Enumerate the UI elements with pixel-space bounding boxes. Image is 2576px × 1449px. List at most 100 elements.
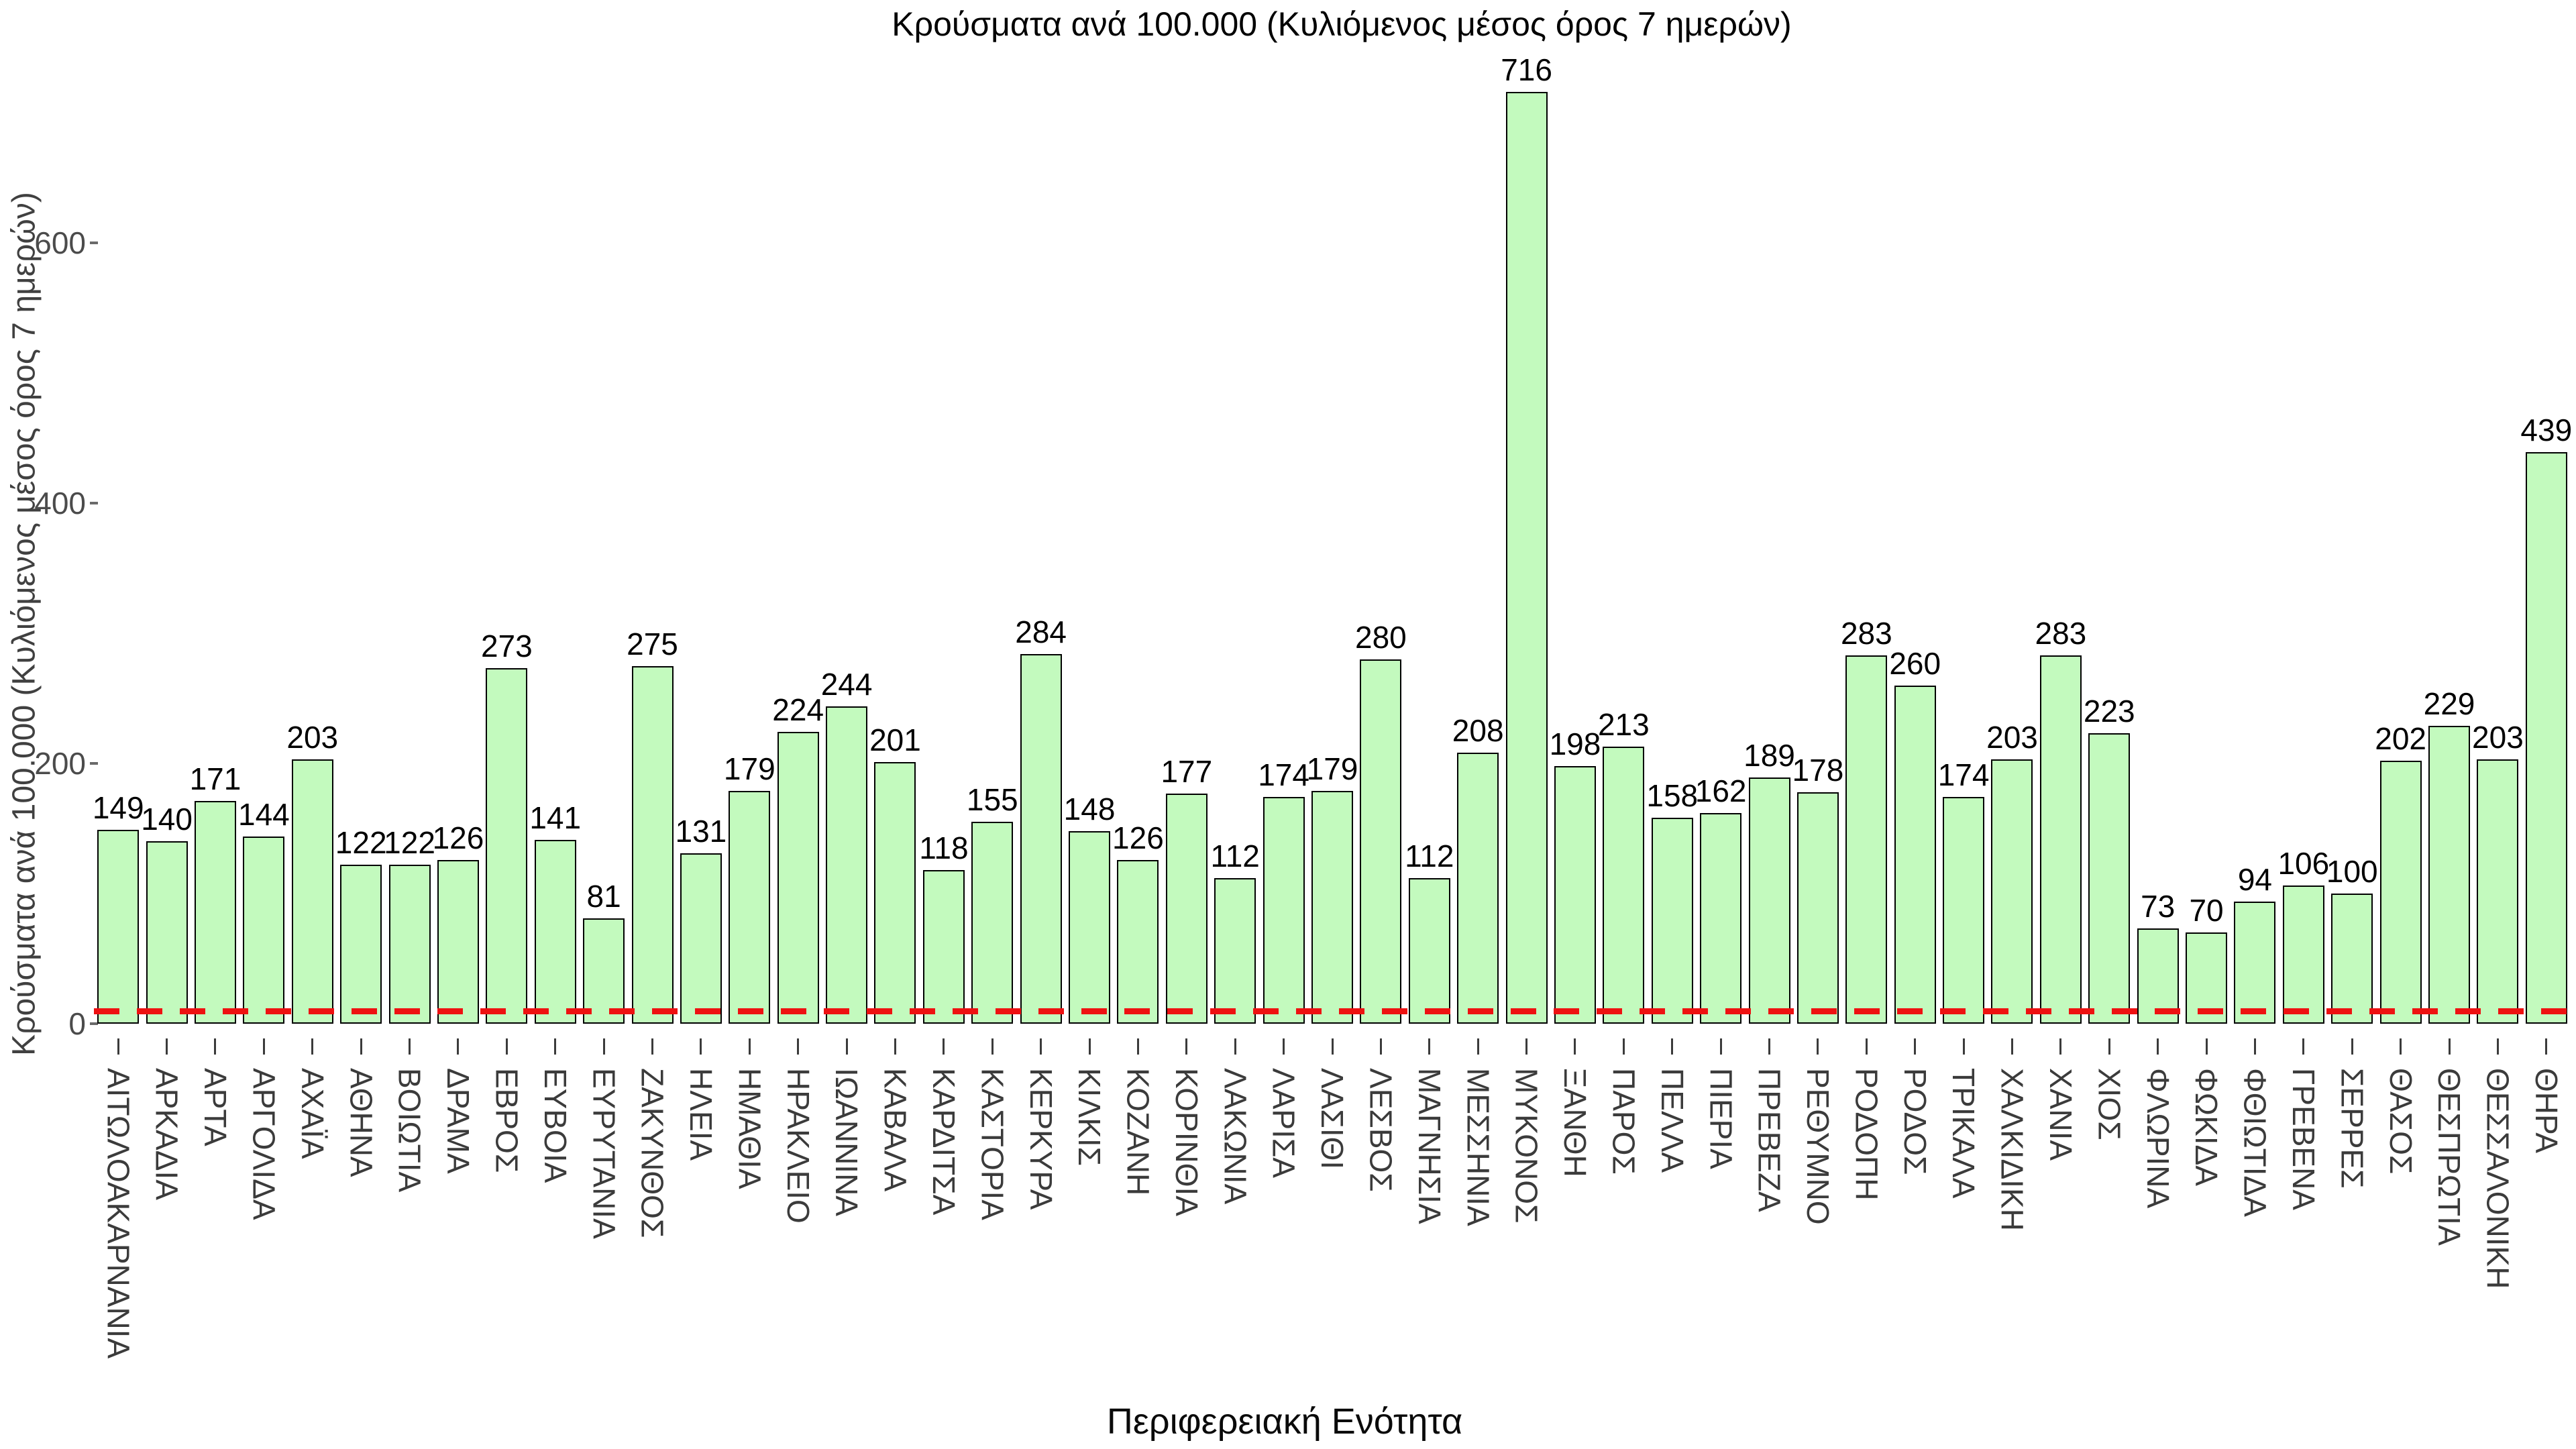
x-tick-mark — [748, 1038, 751, 1055]
bar — [2477, 759, 2519, 1024]
x-tick-mark — [117, 1038, 119, 1055]
x-tick-label: ΑΡΤΑ — [198, 1068, 233, 1146]
x-tick-mark — [1088, 1038, 1091, 1055]
x-tick-mark — [1914, 1038, 1917, 1055]
x-tick-mark — [1962, 1038, 1965, 1055]
x-tick-mark — [1136, 1038, 1139, 1055]
bar — [97, 829, 140, 1024]
bar-value-label: 73 — [2141, 889, 2176, 924]
bar — [922, 870, 965, 1024]
x-tick-label: ΧΙΟΣ — [2092, 1068, 2127, 1140]
x-tick-mark — [1719, 1038, 1722, 1055]
x-axis-title: Περιφερειακή Ενότητα — [1106, 1401, 1463, 1442]
bar — [1069, 830, 1111, 1024]
bar — [243, 836, 285, 1024]
x-tick-label: ΚΟΖΑΝΗ — [1120, 1068, 1156, 1196]
bar — [1845, 655, 1888, 1024]
x-tick-label: ΑΘΗΝΑ — [343, 1068, 379, 1177]
bar-value-label: 208 — [1452, 713, 1504, 749]
bar — [194, 801, 236, 1024]
bar-value-label: 439 — [2520, 413, 2573, 448]
x-tick-label: ΠΑΡΟΣ — [1606, 1068, 1642, 1175]
bar-value-label: 223 — [2083, 694, 2135, 729]
x-tick-mark — [845, 1038, 848, 1055]
x-tick-mark — [894, 1038, 896, 1055]
bar — [291, 759, 333, 1024]
bar-value-label: 283 — [2035, 615, 2087, 651]
x-tick-mark — [1185, 1038, 1188, 1055]
bar-value-label: 229 — [2423, 686, 2475, 721]
x-tick-label: ΙΩΑΝΝΙΝΑ — [829, 1068, 865, 1216]
x-tick-mark — [554, 1038, 557, 1055]
bar-value-label: 122 — [335, 825, 387, 861]
x-tick-mark — [1671, 1038, 1674, 1055]
x-tick-label: ΑΙΤΩΛΟΑΚΑΡΝΑΝΙΑ — [101, 1068, 136, 1359]
bar-value-label: 177 — [1161, 753, 1213, 789]
bar-value-label: 275 — [627, 626, 678, 661]
x-tick-mark — [1428, 1038, 1431, 1055]
x-tick-label: ΑΡΚΑΔΙΑ — [149, 1068, 184, 1200]
bar — [2088, 733, 2131, 1024]
bar-value-label: 283 — [1840, 615, 1892, 651]
bar-value-label: 155 — [966, 782, 1018, 818]
x-tick-mark — [360, 1038, 362, 1055]
x-tick-mark — [2108, 1038, 2110, 1055]
bar-value-label: 162 — [1695, 773, 1747, 808]
bar — [1505, 91, 1548, 1024]
bar-value-label: 260 — [1889, 645, 1941, 681]
x-tick-mark — [1574, 1038, 1576, 1055]
x-tick-mark — [2448, 1038, 2451, 1055]
bar-value-label: 716 — [1501, 52, 1552, 87]
x-tick-mark — [2010, 1038, 2013, 1055]
x-tick-label: ΞΑΝΘΗ — [1558, 1068, 1593, 1177]
x-tick-label: ΦΩΚΙΔΑ — [2189, 1068, 2224, 1186]
x-tick-mark — [214, 1038, 217, 1055]
x-tick-mark — [311, 1038, 314, 1055]
x-tick-label: ΧΑΛΚΙΔΙΚΗ — [1994, 1068, 2030, 1231]
x-tick-label: ΘΑΣΟΣ — [2383, 1068, 2418, 1175]
x-tick-mark — [1477, 1038, 1479, 1055]
y-tick-label: 200 — [34, 746, 86, 781]
bar-value-label: 174 — [1937, 757, 1990, 793]
bar-value-label: 201 — [869, 722, 921, 758]
bar — [1457, 753, 1499, 1024]
bar-value-label: 202 — [2375, 721, 2426, 757]
x-tick-label: ΕΒΡΟΣ — [489, 1068, 525, 1173]
bar — [631, 665, 674, 1024]
x-tick-mark — [166, 1038, 168, 1055]
bar — [874, 762, 916, 1024]
bar — [437, 859, 479, 1024]
x-tick-mark — [2496, 1038, 2499, 1055]
bar — [1943, 797, 1985, 1024]
bar — [1263, 797, 1305, 1024]
x-tick-label: ΕΥΡΥΤΑΝΙΑ — [586, 1068, 622, 1239]
x-tick-label: ΠΕΛΛΑ — [1654, 1068, 1690, 1173]
bar-value-label: 179 — [1306, 751, 1358, 786]
x-tick-label: ΚΑΣΤΟΡΙΑ — [975, 1068, 1010, 1220]
x-tick-label: ΜΑΓΝΗΣΙΑ — [1411, 1068, 1447, 1224]
x-tick-label: ΘΕΣΠΡΩΤΙΑ — [2432, 1068, 2467, 1246]
x-tick-mark — [2205, 1038, 2208, 1055]
x-tick-label: ΗΡΑΚΛΕΙΟ — [780, 1068, 816, 1224]
x-tick-mark — [2059, 1038, 2062, 1055]
x-tick-label: ΠΡΕΒΕΖΑ — [1752, 1068, 1787, 1212]
bar-value-label: 174 — [1258, 757, 1309, 793]
x-tick-mark — [991, 1038, 994, 1055]
x-tick-mark — [2302, 1038, 2305, 1055]
bar-value-label: 122 — [384, 825, 435, 861]
bar — [340, 865, 382, 1024]
bar — [1796, 792, 1839, 1024]
x-tick-label: ΡΟΔΟΣ — [1897, 1068, 1933, 1175]
bar — [1651, 818, 1693, 1024]
x-tick-label: ΑΧΑΪΑ — [294, 1068, 330, 1159]
x-tick-label: ΤΡΙΚΑΛΑ — [1946, 1068, 1982, 1199]
bar — [1603, 746, 1645, 1024]
x-tick-mark — [1040, 1038, 1042, 1055]
x-tick-mark — [505, 1038, 508, 1055]
bar-value-label: 149 — [92, 790, 144, 825]
x-tick-label: ΛΑΡΙΣΑ — [1266, 1068, 1301, 1178]
bar — [388, 865, 431, 1024]
bar — [2039, 655, 2082, 1024]
bar-value-label: 100 — [2326, 854, 2378, 889]
